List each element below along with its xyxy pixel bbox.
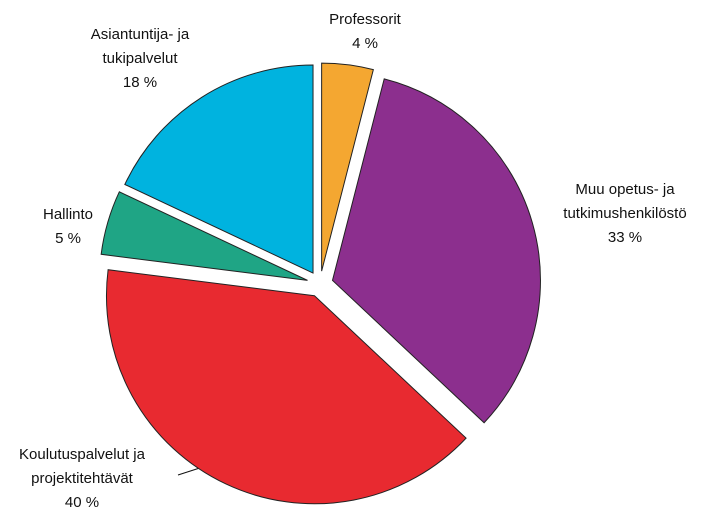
label-line: projektitehtävät xyxy=(31,470,134,487)
label-line: tukipalvelut xyxy=(102,50,178,67)
slice-label: Koulutuspalvelut ja projektitehtävät xyxy=(19,446,146,487)
pie-slice xyxy=(124,64,314,274)
pie-slice xyxy=(331,78,541,424)
value-label: 33 % xyxy=(608,229,642,246)
label-line: Koulutuspalvelut ja xyxy=(19,446,146,463)
slice-label: Asiantuntija- ja tukipalvelut xyxy=(91,26,190,67)
pie-slice xyxy=(321,62,374,272)
slice-label: Hallinto xyxy=(43,206,93,223)
label-line: Muu opetus- ja xyxy=(575,181,675,198)
value-label: 4 % xyxy=(352,35,378,52)
label-line: Asiantuntija- ja xyxy=(91,26,190,43)
label-line: tutkimushenkilöstö xyxy=(563,205,686,222)
label-line: Hallinto xyxy=(43,206,93,223)
slice-label: Professorit xyxy=(329,11,402,28)
label-line: Professorit xyxy=(329,11,402,28)
pie-slice xyxy=(105,269,467,505)
pie-slice xyxy=(100,191,308,281)
value-label: 40 % xyxy=(65,494,99,511)
value-label: 18 % xyxy=(123,74,157,91)
value-label: 5 % xyxy=(55,230,81,247)
slice-label: Muu opetus- ja tutkimushenkilöstö xyxy=(563,181,686,222)
